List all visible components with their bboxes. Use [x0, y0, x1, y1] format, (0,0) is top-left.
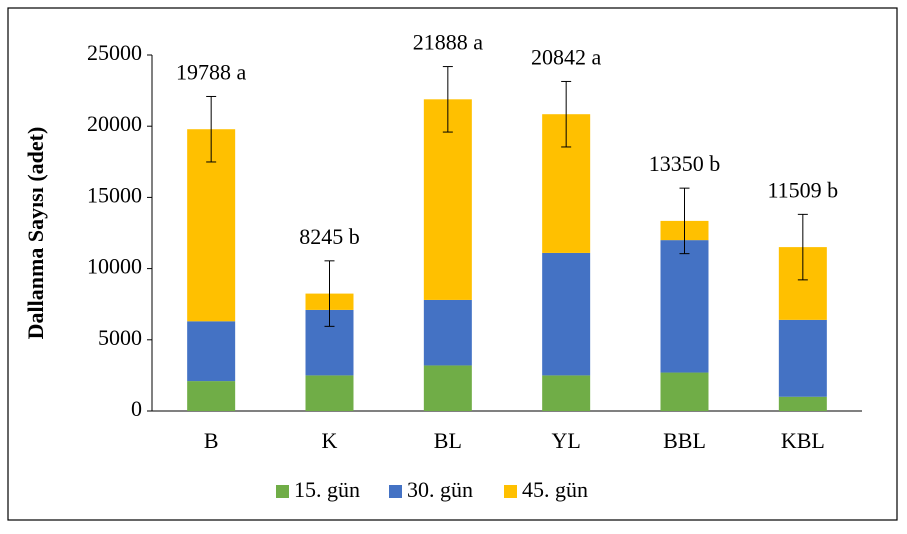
bar-segment: [423, 365, 472, 411]
bar-segment: [423, 299, 472, 366]
y-tick-label: 0: [131, 396, 142, 421]
bar-segment: [778, 396, 827, 411]
y-tick-label: 5000: [98, 325, 142, 350]
x-tick-label: K: [322, 428, 338, 453]
data-label: 21888 a: [413, 30, 484, 55]
x-tick-label: BBL: [663, 428, 706, 453]
bar-segment: [187, 381, 236, 411]
legend-label: 30. gün: [407, 477, 473, 502]
data-label: 20842 a: [531, 45, 602, 70]
legend-swatch: [504, 485, 517, 498]
legend-swatch: [276, 485, 289, 498]
bar-segment: [660, 240, 709, 373]
data-label: 11509 b: [767, 177, 838, 202]
bar-segment: [187, 321, 236, 382]
legend-swatch: [389, 485, 402, 498]
bar-segment: [542, 252, 591, 376]
x-tick-label: KBL: [781, 428, 825, 453]
bar-segment: [423, 99, 472, 300]
x-tick-label: BL: [434, 428, 462, 453]
legend-label: 15. gün: [294, 477, 360, 502]
x-tick-label: B: [204, 428, 219, 453]
bar-segment: [660, 372, 709, 411]
y-tick-label: 15000: [87, 182, 142, 207]
data-label: 8245 b: [299, 224, 360, 249]
bar-segment: [305, 375, 354, 411]
data-label: 13350 b: [649, 151, 721, 176]
x-tick-label: YL: [552, 428, 581, 453]
data-label: 19788 a: [176, 60, 247, 85]
legend-label: 45. gün: [522, 477, 588, 502]
bar-segment: [778, 319, 827, 397]
y-tick-label: 20000: [87, 111, 142, 136]
y-tick-label: 10000: [87, 254, 142, 279]
y-tick-label: 25000: [87, 40, 142, 65]
bar-segment: [542, 375, 591, 411]
y-axis-label: Dallanma Sayısı (adet): [23, 127, 48, 340]
